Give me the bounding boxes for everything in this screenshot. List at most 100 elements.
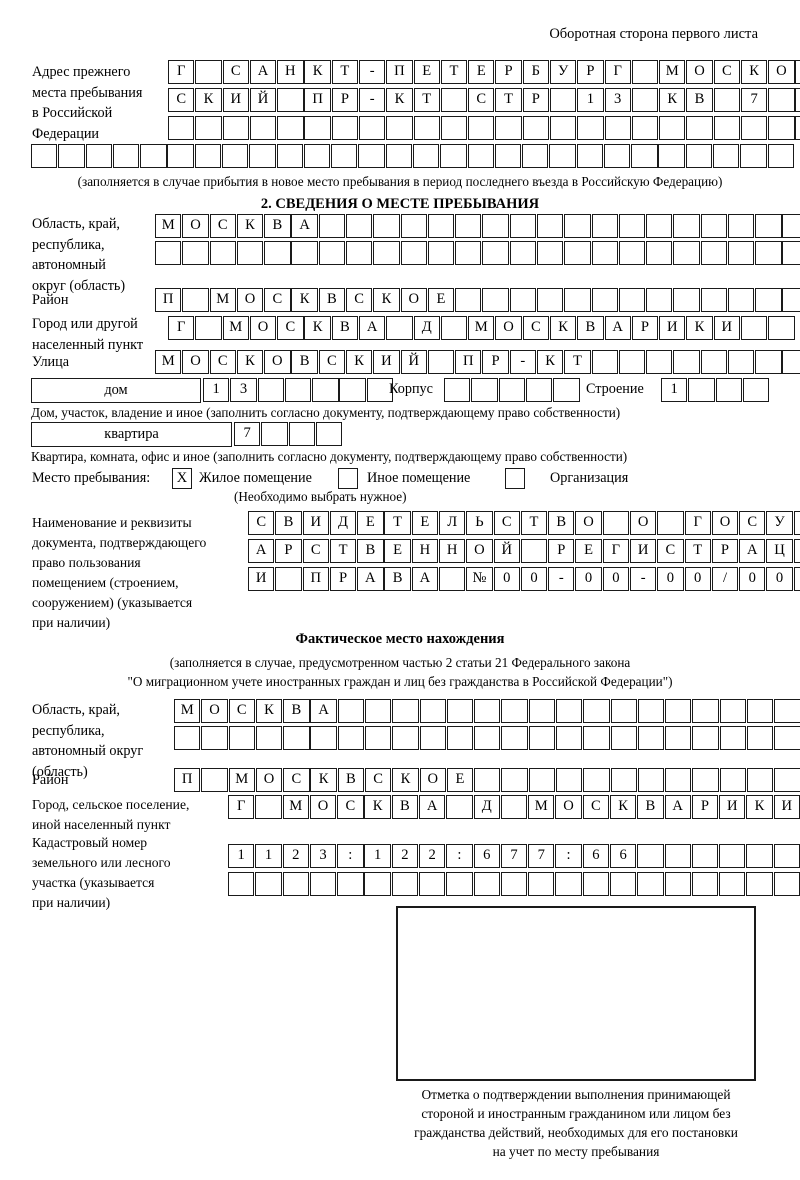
char-cell[interactable]: С — [582, 795, 610, 819]
char-cell[interactable]: П — [386, 60, 413, 84]
char-cell[interactable] — [719, 872, 746, 896]
char-cell[interactable]: С — [248, 511, 275, 535]
char-cell[interactable]: 0 — [575, 567, 602, 591]
char-cell[interactable] — [291, 241, 318, 265]
char-cell[interactable] — [303, 144, 331, 168]
char-cell[interactable]: Р — [548, 539, 575, 563]
char-cell[interactable]: А — [248, 539, 275, 563]
char-cell[interactable]: О — [711, 511, 739, 535]
char-cell[interactable] — [500, 795, 528, 819]
char-cell[interactable] — [646, 241, 673, 265]
char-cell[interactable] — [782, 350, 800, 374]
char-cell[interactable]: О — [264, 350, 291, 374]
stay-type-checkbox-other[interactable] — [338, 468, 358, 489]
char-cell[interactable] — [673, 214, 700, 238]
char-cell[interactable]: И — [248, 567, 275, 591]
char-cell[interactable] — [715, 378, 742, 402]
char-cell[interactable] — [610, 726, 637, 750]
char-cell[interactable]: С — [739, 511, 766, 535]
char-cell[interactable] — [646, 214, 673, 238]
char-cell[interactable] — [283, 726, 310, 750]
char-cell[interactable]: Н — [438, 539, 466, 563]
char-cell[interactable] — [282, 872, 309, 896]
char-cell[interactable] — [249, 116, 277, 140]
char-cell[interactable] — [413, 116, 440, 140]
char-cell[interactable]: К — [304, 316, 331, 340]
char-cell[interactable] — [774, 768, 800, 792]
char-cell[interactable]: О — [236, 288, 264, 312]
char-cell[interactable]: А — [310, 699, 337, 723]
char-cell[interactable]: Д — [413, 316, 440, 340]
char-cell[interactable] — [602, 511, 630, 535]
char-cell[interactable] — [167, 144, 194, 168]
char-cell[interactable] — [221, 144, 249, 168]
char-cell[interactable] — [400, 241, 427, 265]
char-cell[interactable]: В — [337, 768, 365, 792]
char-cell[interactable] — [692, 699, 719, 723]
char-cell[interactable] — [304, 116, 331, 140]
char-cell[interactable]: П — [455, 350, 482, 374]
char-cell[interactable] — [337, 872, 364, 896]
char-cell[interactable] — [337, 726, 365, 750]
char-cell[interactable]: В — [795, 60, 800, 84]
char-cell[interactable]: Р — [331, 88, 359, 112]
char-cell[interactable] — [564, 241, 591, 265]
char-cell[interactable] — [440, 88, 468, 112]
char-cell[interactable] — [782, 288, 800, 312]
char-cell[interactable]: Ь — [466, 511, 493, 535]
char-cell[interactable] — [700, 241, 728, 265]
char-cell[interactable] — [713, 88, 741, 112]
char-cell[interactable] — [583, 726, 610, 750]
char-cell[interactable] — [795, 88, 800, 112]
char-cell[interactable]: А — [249, 60, 277, 84]
char-cell[interactable]: Р — [522, 88, 550, 112]
char-cell[interactable]: Т — [440, 60, 468, 84]
char-cell[interactable] — [195, 316, 222, 340]
char-cell[interactable]: 0 — [766, 567, 793, 591]
char-cell[interactable]: В — [275, 511, 302, 535]
char-cell[interactable] — [692, 726, 719, 750]
char-cell[interactable]: С — [713, 60, 741, 84]
char-cell[interactable] — [774, 726, 800, 750]
char-cell[interactable]: 0 — [684, 567, 711, 591]
char-cell[interactable] — [236, 241, 264, 265]
char-cell[interactable] — [284, 378, 312, 402]
char-cell[interactable] — [740, 316, 768, 340]
char-cell[interactable]: О — [495, 316, 522, 340]
char-cell[interactable] — [528, 768, 556, 792]
char-cell[interactable] — [446, 726, 474, 750]
char-cell[interactable] — [746, 726, 774, 750]
char-cell[interactable] — [618, 288, 646, 312]
char-cell[interactable] — [637, 726, 665, 750]
char-cell[interactable]: В — [391, 795, 419, 819]
char-cell[interactable]: К — [291, 288, 318, 312]
char-cell[interactable] — [427, 241, 455, 265]
char-cell[interactable] — [795, 116, 800, 140]
char-cell[interactable] — [659, 116, 686, 140]
char-cell[interactable] — [782, 241, 800, 265]
char-cell[interactable]: П — [304, 88, 331, 112]
char-cell[interactable] — [549, 88, 577, 112]
char-cell[interactable] — [337, 699, 365, 723]
char-cell[interactable]: С — [277, 316, 304, 340]
char-cell[interactable]: 1 — [228, 844, 255, 868]
char-cell[interactable] — [358, 144, 385, 168]
char-cell[interactable]: А — [604, 316, 631, 340]
char-cell[interactable] — [576, 144, 604, 168]
char-cell[interactable]: У — [549, 60, 577, 84]
char-cell[interactable] — [419, 699, 446, 723]
char-cell[interactable]: С — [468, 88, 495, 112]
char-cell[interactable]: С — [657, 539, 684, 563]
char-cell[interactable]: 6 — [582, 844, 610, 868]
char-cell[interactable]: - — [548, 567, 575, 591]
char-cell[interactable] — [536, 288, 564, 312]
char-cell[interactable]: В — [637, 795, 664, 819]
char-cell[interactable]: Е — [357, 511, 384, 535]
char-cell[interactable]: О — [466, 539, 493, 563]
char-cell[interactable] — [665, 768, 692, 792]
document-row-1[interactable]: СВИДЕТЕЛЬСТВООГОСУД — [248, 511, 800, 535]
char-cell[interactable] — [713, 144, 740, 168]
char-cell[interactable] — [277, 88, 304, 112]
char-cell[interactable] — [727, 241, 755, 265]
